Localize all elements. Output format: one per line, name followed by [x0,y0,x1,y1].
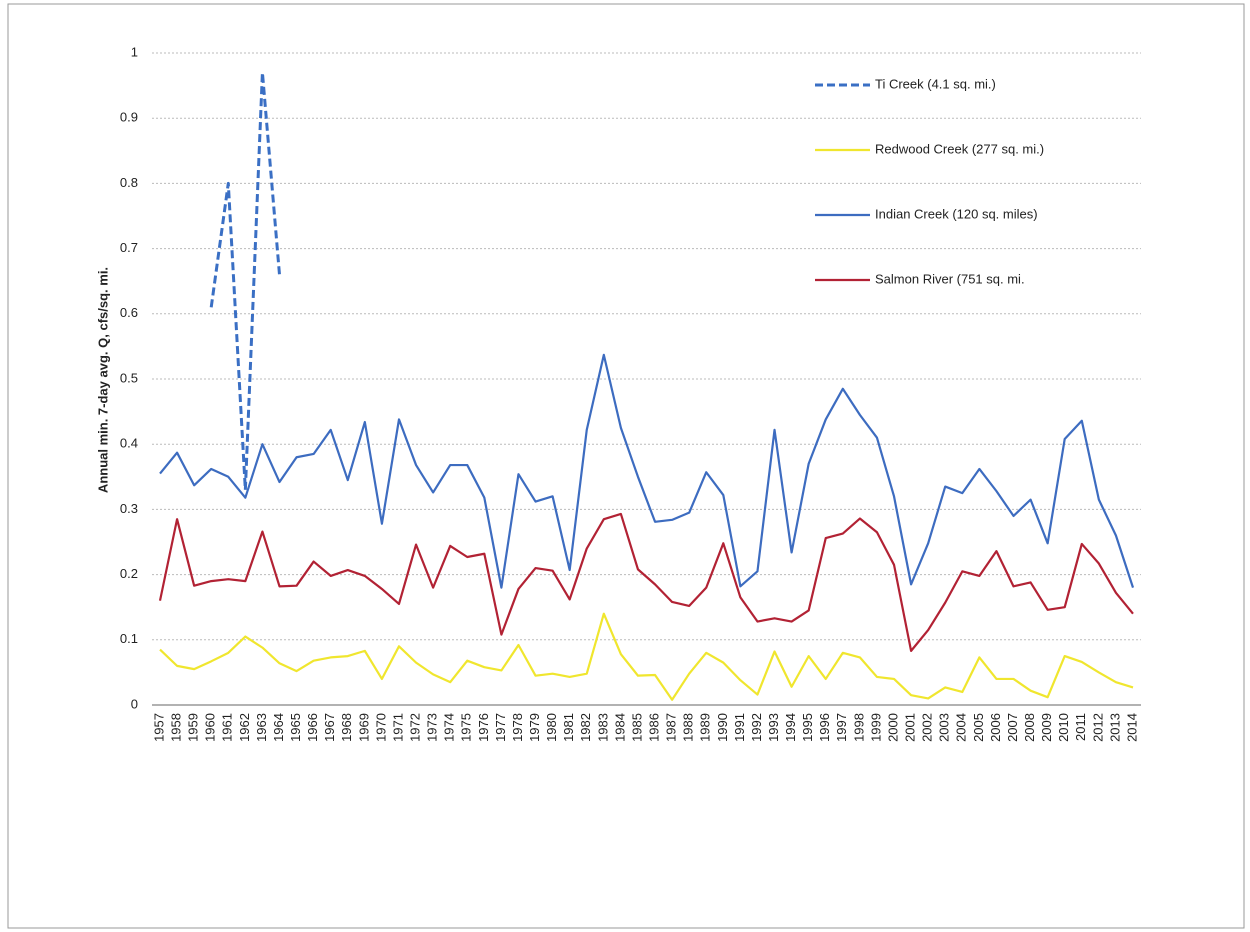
x-tick-label: 1992 [749,713,764,742]
x-tick-label: 2004 [954,713,969,742]
x-tick-label: 1968 [339,713,354,742]
x-tick-label: 1964 [271,713,286,742]
series-line [209,71,281,492]
x-tick-label: 1985 [629,713,644,742]
x-tick-label: 1959 [186,713,201,742]
y-axis-label: Annual min. 7-day avg. Q, cfs/sq. mi. [95,267,110,493]
x-tick-label: 2008 [1022,713,1037,742]
x-tick-label: 1997 [834,713,849,742]
x-tick-label: 1993 [766,713,781,742]
x-tick-label: 2010 [1056,713,1071,742]
x-tick-label: 1984 [612,713,627,742]
x-tick-label: 2013 [1107,713,1122,742]
x-tick-label: 2000 [885,713,900,742]
x-tick-label: 1995 [800,713,815,742]
series-line [158,512,1134,652]
x-tick-label: 1969 [356,713,371,742]
x-tick-label: 1961 [220,713,235,742]
x-tick-label: 1989 [698,713,713,742]
x-tick-label: 1957 [151,713,166,742]
x-tick-label: 1974 [442,713,457,742]
legend-label: Salmon River (751 sq. mi. [875,271,1025,286]
legend-label: Redwood Creek (277 sq. mi.) [875,141,1044,156]
x-tick-label: 1982 [578,713,593,742]
y-tick-label: 1 [131,44,138,59]
y-tick-label: 0.6 [120,305,138,320]
x-tick-label: 1976 [476,713,491,742]
x-tick-label: 2001 [903,713,918,742]
x-tick-label: 1988 [681,713,696,742]
x-tick-label: 1986 [646,713,661,742]
x-tick-label: 2011 [1073,713,1088,741]
x-tick-label: 1979 [527,713,542,742]
x-tick-label: 2014 [1124,713,1139,742]
x-tick-label: 1962 [237,713,252,742]
x-tick-label: 2009 [1039,713,1054,742]
x-tick-label: 1975 [459,713,474,742]
x-tick-label: 1999 [868,713,883,742]
x-tick-label: 1971 [390,713,405,742]
y-tick-label: 0.3 [120,501,138,516]
x-tick-label: 1987 [664,713,679,742]
legend-label: Indian Creek (120 sq. miles) [875,206,1038,221]
x-tick-label: 2002 [920,713,935,742]
x-tick-label: 1978 [510,713,525,742]
x-tick-label: 2003 [937,713,952,742]
series-line [159,612,1134,701]
x-tick-label: 1996 [817,713,832,742]
y-tick-label: 0.2 [120,566,138,581]
x-tick-label: 1967 [322,713,337,742]
x-tick-label: 1970 [373,713,388,742]
x-tick-label: 2007 [1005,713,1020,742]
x-tick-label: 1963 [254,713,269,742]
y-tick-label: 0 [131,696,138,711]
x-tick-label: 1981 [561,713,576,742]
x-tick-label: 1991 [732,713,747,742]
x-tick-label: 1965 [288,713,303,742]
legend-label: Ti Creek (4.1 sq. mi.) [875,76,996,91]
y-tick-label: 0.7 [120,240,138,255]
y-tick-label: 0.5 [120,370,138,385]
x-tick-label: 2005 [971,713,986,742]
y-tick-label: 0.8 [120,175,138,190]
x-tick-label: 1958 [169,713,184,742]
x-tick-label: 1998 [851,713,866,742]
x-tick-label: 1994 [783,713,798,742]
x-tick-label: 1983 [595,713,610,742]
frame [7,3,1245,929]
x-tick-label: 1980 [544,713,559,742]
x-tick-label: 1960 [203,713,218,742]
y-tick-label: 0.1 [120,631,138,646]
x-tick-label: 1977 [493,713,508,742]
x-tick-label: 1990 [715,713,730,742]
series-line [159,353,1135,589]
x-tick-label: 1966 [305,713,320,742]
x-tick-label: 2006 [988,713,1003,742]
y-tick-label: 0.4 [120,436,138,451]
x-tick-label: 1973 [425,713,440,742]
x-tick-label: 1972 [407,713,422,742]
x-tick-label: 2012 [1090,713,1105,742]
y-tick-label: 0.9 [120,110,138,125]
